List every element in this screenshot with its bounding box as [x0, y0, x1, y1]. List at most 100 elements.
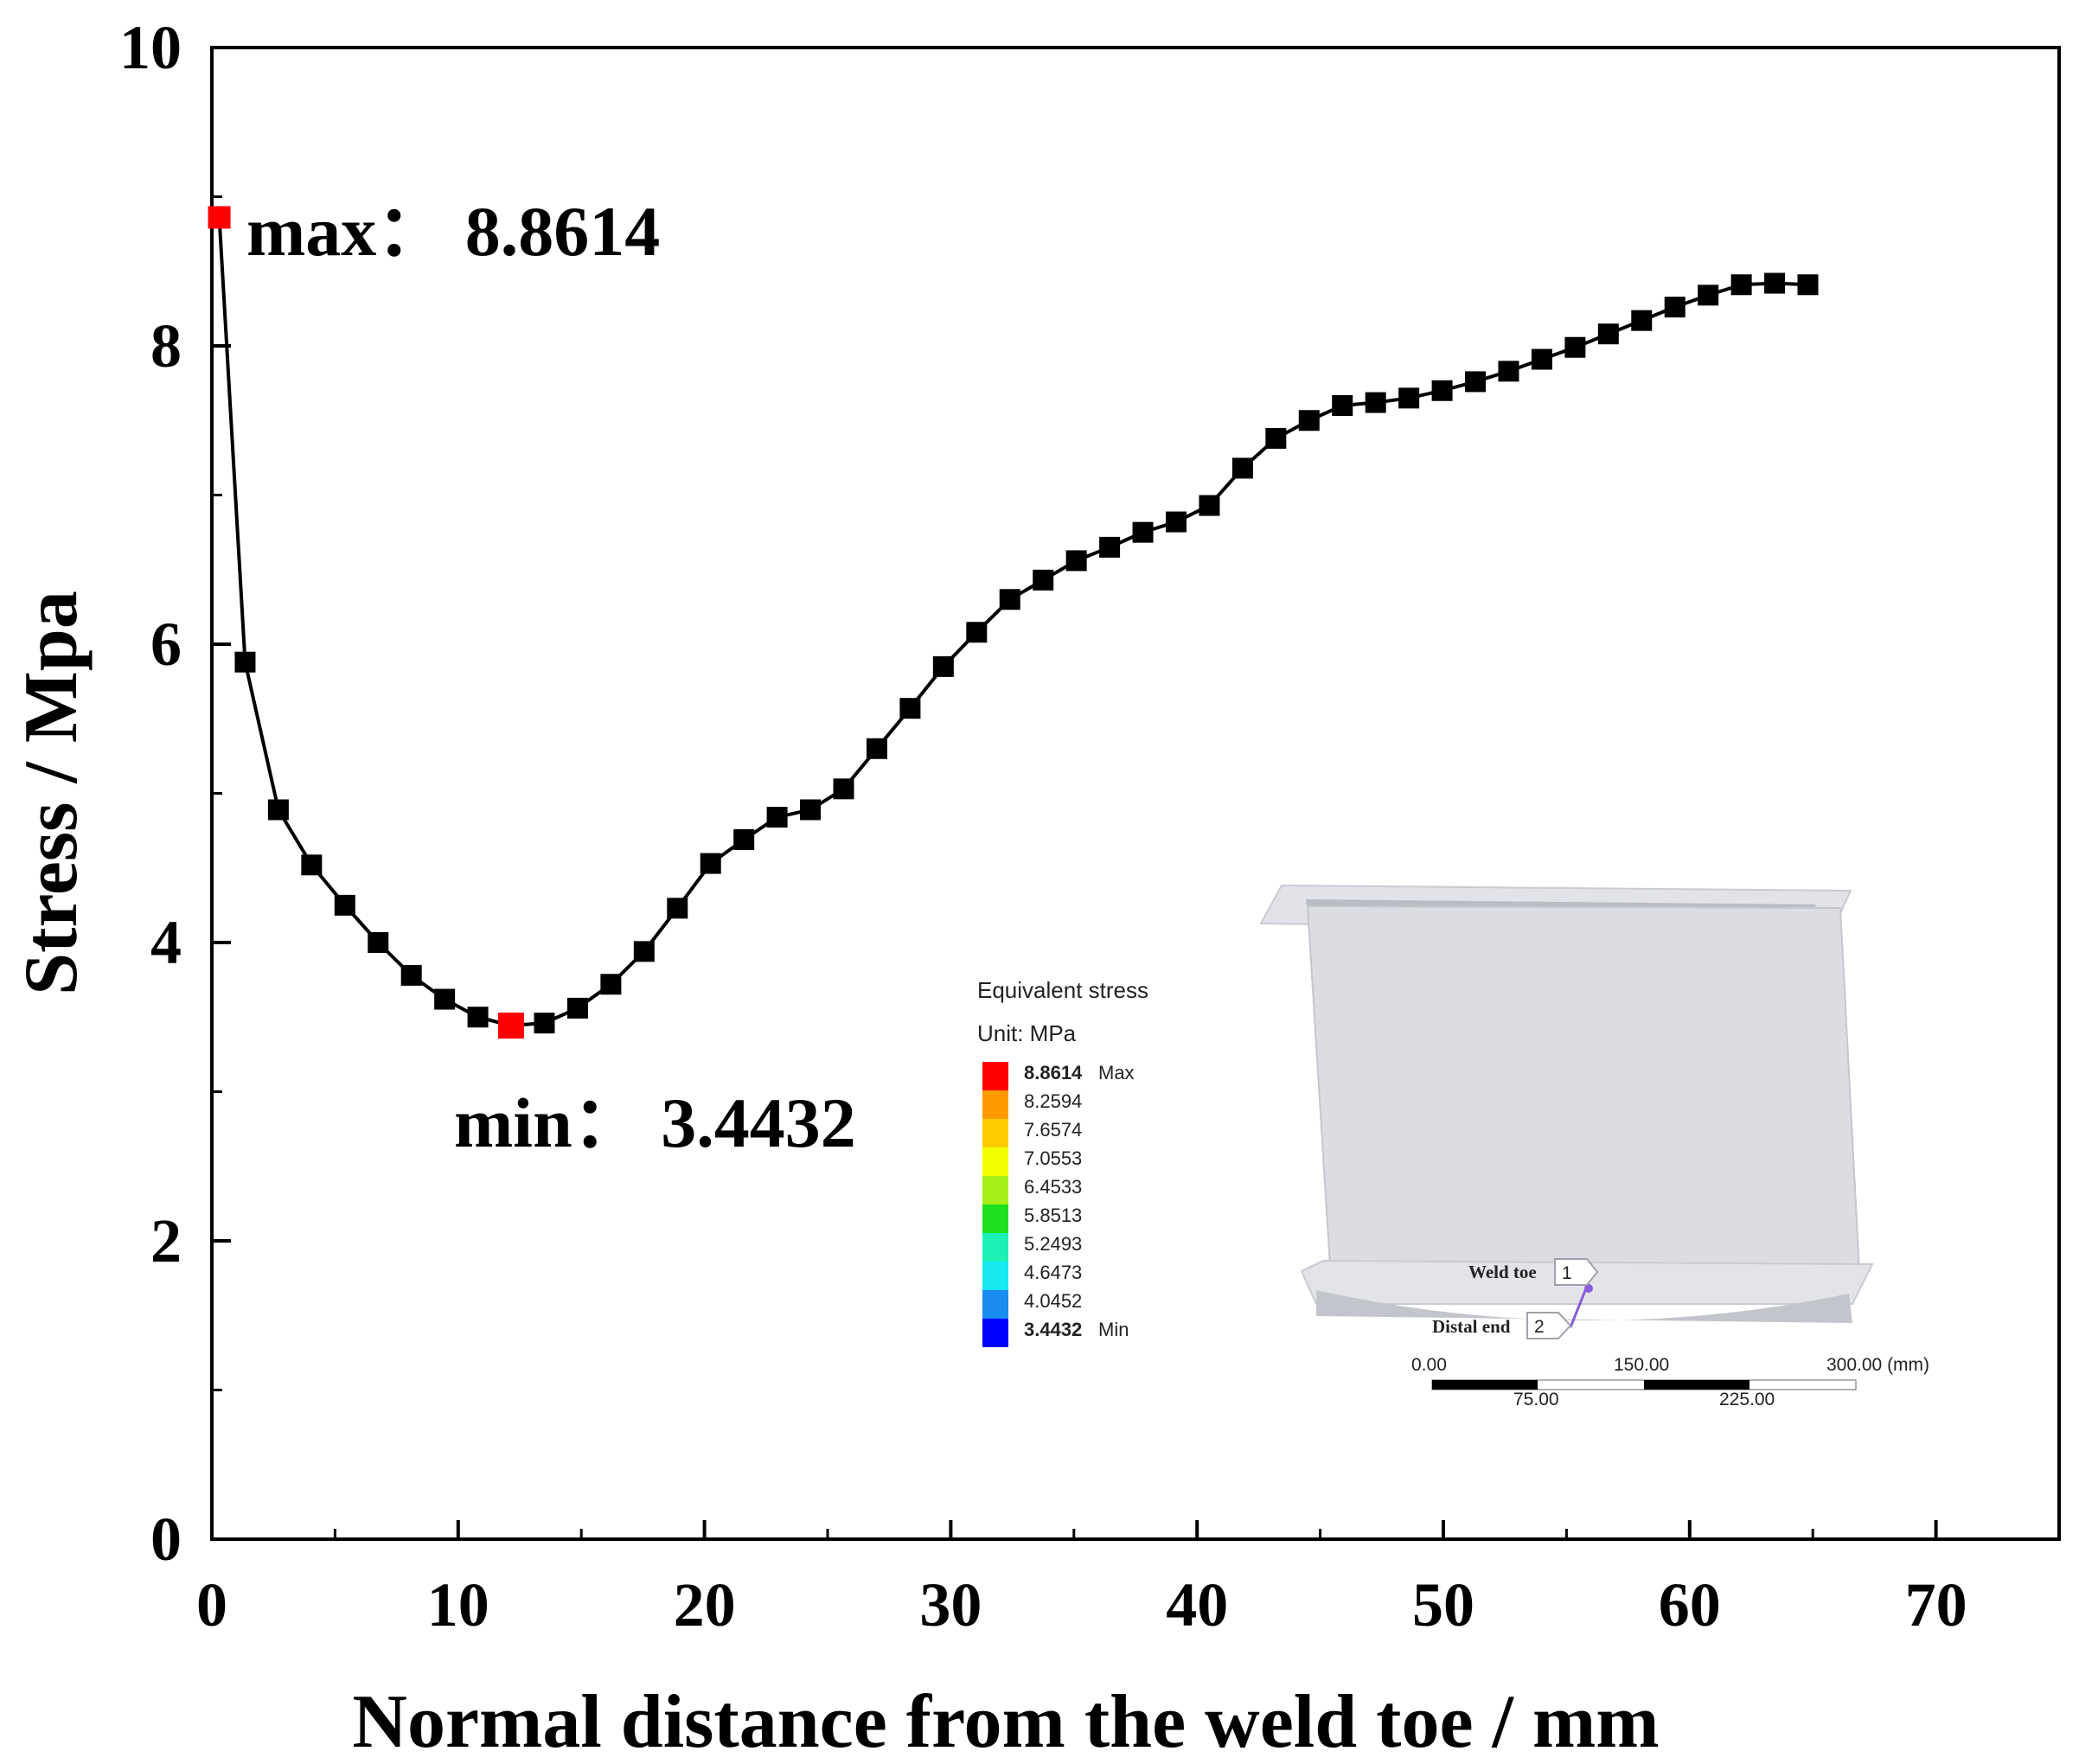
data-point-min [498, 1013, 525, 1039]
y-tick-labels: 0 2 4 6 8 10 [119, 13, 182, 1574]
legend-level-value: 8.8614 [1024, 1062, 1083, 1083]
data-point [1298, 410, 1320, 431]
x-tick-label: 40 [1166, 1570, 1228, 1639]
data-point [1132, 521, 1154, 543]
data-point [434, 988, 456, 1010]
axis-ticks [210, 46, 1938, 1541]
svg-text:2: 2 [1534, 1317, 1545, 1337]
legend-level-value: 6.4533 [1024, 1176, 1082, 1198]
scale-bar: 0.00 150.00 300.00 (mm) 75.00 225.00 [1411, 1355, 1929, 1409]
model-inset: Weld toe 1 Distal end 2 0.00 150.00 300.… [1259, 884, 1929, 1409]
legend-color-swatch [982, 1176, 1008, 1205]
x-tick-label: 20 [674, 1570, 736, 1639]
data-point [334, 894, 355, 916]
legend-rows: 8.8614 Max 8.2594 7.6574 7.0553 6.4533 5.8513 5… [982, 1062, 1135, 1347]
x-tick-label: 70 [1905, 1570, 1967, 1639]
data-point [1165, 511, 1187, 533]
data-point [1099, 536, 1121, 558]
svg-text:Weld toe: Weld toe [1468, 1262, 1537, 1282]
data-point [1265, 427, 1287, 449]
data-point [999, 589, 1020, 610]
bottom-flange-curve [1316, 1290, 1852, 1323]
series-stress [208, 206, 1819, 1039]
data-point [368, 932, 389, 953]
legend-color-swatch [982, 1147, 1008, 1176]
data-point [400, 964, 422, 986]
data-point [1597, 323, 1619, 345]
data-point [1365, 392, 1386, 413]
min-annotation: min： 3.4432 [454, 1083, 856, 1162]
web-plate [1306, 904, 1861, 1273]
data-point [866, 738, 887, 759]
legend-color-swatch [982, 1233, 1008, 1262]
max-annotation: max： 8.8614 [246, 192, 660, 271]
data-point [667, 898, 688, 919]
data-point [766, 807, 788, 828]
data-point [899, 698, 921, 719]
y-tick-label: 8 [150, 311, 182, 380]
legend-color-swatch [982, 1262, 1008, 1290]
legend-level-value: 4.0452 [1024, 1290, 1082, 1312]
y-tick-label: 4 [150, 908, 182, 977]
y-tick-label: 2 [150, 1206, 182, 1275]
data-point [1431, 380, 1453, 401]
data-point [1398, 387, 1420, 409]
probe-point [1584, 1284, 1593, 1293]
svg-text:Distal end: Distal end [1432, 1316, 1511, 1337]
data-point [1065, 550, 1087, 572]
data-point [1498, 361, 1519, 382]
data-point [1033, 569, 1054, 591]
data-point [534, 1013, 555, 1034]
x-axis-label: Normal distance from the weld toe / mm [352, 1680, 1659, 1764]
data-point [700, 853, 721, 874]
legend-color-swatch [982, 1119, 1008, 1147]
svg-text:225.00: 225.00 [1719, 1390, 1775, 1409]
x-tick-label: 30 [919, 1570, 982, 1639]
data-point [1199, 495, 1220, 516]
data-point [1332, 395, 1353, 416]
data-point [932, 655, 954, 677]
data-point [1564, 336, 1586, 358]
data-point-max [208, 206, 231, 229]
x-tick-label: 50 [1412, 1570, 1474, 1639]
data-point [1631, 310, 1653, 331]
distal-end-label: Distal end 2 [1432, 1312, 1572, 1339]
data-point [1764, 272, 1786, 294]
y-tick-label: 10 [119, 13, 182, 82]
data-point [966, 622, 988, 643]
data-point [1698, 284, 1719, 306]
legend-color-swatch [982, 1205, 1008, 1233]
data-point [633, 941, 655, 962]
svg-text:150.00: 150.00 [1614, 1355, 1669, 1375]
y-tick-label: 0 [150, 1505, 182, 1574]
data-point [733, 828, 755, 850]
color-legend: Equivalent stress Unit: MPa 8.8614 Max 8.2… [977, 977, 1148, 1347]
x-tick-label: 60 [1659, 1570, 1721, 1639]
legend-color-swatch [982, 1090, 1008, 1119]
x-tick-label: 10 [427, 1570, 489, 1639]
svg-text:1: 1 [1562, 1263, 1572, 1283]
legend-level-suffix: Min [1098, 1319, 1129, 1340]
data-point [1531, 348, 1552, 370]
data-point [833, 778, 854, 800]
data-point [600, 974, 622, 995]
legend-level-suffix: Max [1098, 1062, 1135, 1083]
legend-level-value: 7.6574 [1024, 1119, 1082, 1141]
y-axis-label: Stress / Mpa [10, 591, 93, 995]
data-point [566, 997, 588, 1019]
data-point [234, 651, 256, 673]
data-point [1465, 371, 1487, 393]
x-tick-labels: 0 10 20 30 40 50 60 70 [196, 1570, 1967, 1639]
svg-text:300.00 (mm): 300.00 (mm) [1826, 1355, 1929, 1375]
legend-level-value: 5.2493 [1024, 1233, 1082, 1255]
data-point [467, 1007, 489, 1028]
legend-color-swatch [982, 1319, 1008, 1347]
data-point [800, 799, 822, 821]
data-point [1664, 297, 1686, 318]
legend-level-value: 7.0553 [1024, 1147, 1082, 1169]
legend-level-value: 5.8513 [1024, 1205, 1082, 1226]
data-point [267, 799, 289, 821]
y-tick-label: 6 [150, 610, 182, 679]
legend-level-value: 8.2594 [1024, 1090, 1082, 1112]
